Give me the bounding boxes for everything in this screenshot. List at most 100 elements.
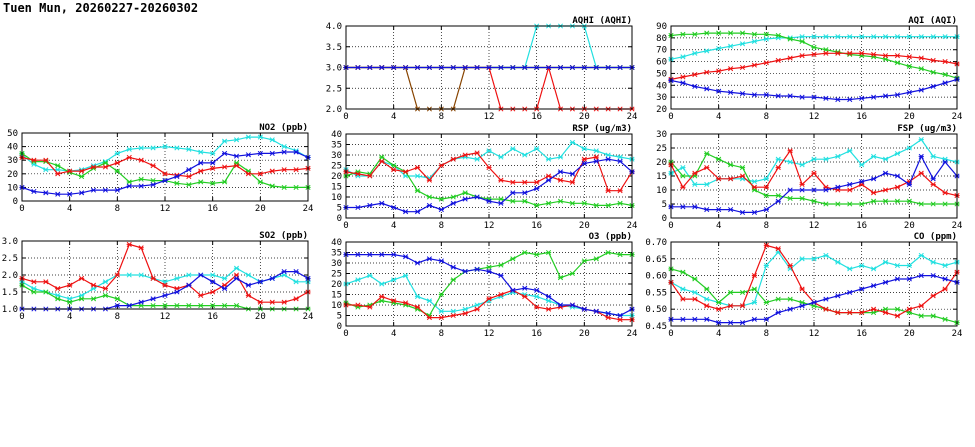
data-point-blue [739, 209, 746, 215]
data-point-red [221, 164, 228, 170]
x-tick-label: 0 [19, 312, 24, 322]
data-point-red [498, 177, 504, 183]
data-point-cyan [823, 156, 829, 162]
data-point-green [581, 258, 587, 264]
data-point-blue [605, 64, 611, 71]
y-tick-label: 0.55 [645, 288, 667, 298]
data-point-cyan [150, 145, 156, 151]
data-point-blue [823, 187, 829, 193]
data-point-cyan [930, 259, 936, 265]
data-point-blue [775, 310, 781, 316]
data-point-green [78, 296, 85, 302]
data-point-green [78, 173, 85, 180]
x-tick-label: 8 [764, 329, 769, 339]
data-point-blue [522, 285, 528, 291]
data-point-red [186, 173, 192, 180]
data-point-blue [486, 64, 492, 71]
data-point-red [43, 157, 49, 163]
x-tick-label: 12 [484, 221, 495, 231]
data-point-blue [367, 64, 373, 71]
data-point-blue [894, 276, 901, 282]
data-point-green [763, 193, 769, 199]
data-point-red [486, 296, 492, 302]
data-point-red [680, 296, 686, 302]
data-point-cyan [704, 181, 710, 187]
data-point-blue [906, 89, 912, 95]
data-point-blue [727, 89, 734, 95]
x-tick-label: 12 [160, 204, 171, 214]
data-point-red [727, 303, 734, 309]
data-point-red [716, 176, 722, 182]
data-point-blue [763, 92, 769, 98]
data-point-red [126, 241, 132, 247]
data-point-cyan [510, 146, 516, 152]
data-point-red [692, 296, 698, 302]
data-point-green [450, 277, 456, 283]
data-point-green [906, 63, 912, 69]
data-point-green [680, 269, 686, 275]
x-tick-label: 24 [627, 221, 638, 231]
data-point-green [593, 202, 599, 208]
data-point-green [906, 198, 912, 204]
data-point-blue [402, 64, 409, 71]
data-point-red [751, 184, 758, 190]
data-point-blue [426, 64, 433, 71]
data-point-green [835, 201, 841, 207]
data-point-cyan [414, 173, 421, 179]
data-point-cyan [716, 45, 722, 52]
data-point-red [763, 60, 769, 66]
data-point-blue [438, 207, 444, 213]
data-point-green [269, 183, 275, 189]
data-point-red [391, 298, 397, 304]
x-tick-label: 20 [904, 221, 915, 231]
data-point-red [617, 188, 623, 194]
plot-frame [21, 132, 309, 202]
data-point-green [617, 252, 623, 258]
y-tick-label: 35 [331, 141, 342, 151]
data-point-red [90, 282, 97, 288]
y-tick-label: 0.65 [645, 255, 667, 265]
data-point-cyan [847, 34, 853, 40]
data-point-red [522, 294, 528, 300]
data-point-cyan [426, 298, 433, 304]
data-point-green [775, 296, 781, 302]
data-point-green [605, 202, 611, 208]
data-point-green [522, 249, 528, 256]
data-point-green [138, 176, 144, 182]
data-point-cyan [870, 153, 877, 159]
data-point-blue [751, 316, 758, 322]
data-point-red [704, 303, 710, 309]
data-point-blue [150, 182, 156, 188]
data-point-green [426, 194, 433, 200]
y-tick-label: 5 [337, 204, 342, 214]
x-tick-label: 20 [255, 312, 266, 322]
chart-title: AQI (AQI) [908, 16, 957, 26]
data-point-blue [545, 64, 552, 71]
data-point-cyan [930, 34, 936, 40]
x-tick-label: 8 [439, 329, 444, 339]
data-point-blue [569, 302, 576, 308]
data-point-cyan [210, 272, 216, 278]
x-tick-label: 16 [531, 221, 542, 231]
data-point-green [221, 303, 228, 309]
data-point-red [391, 167, 397, 173]
data-point-blue [367, 252, 373, 258]
data-point-blue [450, 264, 456, 270]
chart-fsp: 0 4 8 12 16 20 24 0 5 10 15 20 25 30 FSP (ug/m3) [656, 124, 962, 231]
chart-so2: 0 4 8 12 16 20 24 1.0 1.5 2.0 2.5 3.0 SO2 (ppb) [2, 231, 314, 322]
data-point-cyan [257, 134, 263, 140]
data-point-green [930, 313, 936, 319]
data-point-cyan [704, 296, 710, 302]
data-point-blue [450, 200, 456, 206]
data-point-blue [704, 86, 710, 92]
chart-title: SO2 (ppb) [259, 231, 308, 241]
data-point-blue [379, 252, 385, 258]
x-tick-label: 16 [856, 329, 867, 339]
y-tick-label: 30 [656, 130, 667, 140]
data-point-blue [692, 83, 698, 90]
data-point-green [534, 252, 540, 258]
data-point-blue [186, 282, 192, 288]
data-point-cyan [138, 145, 144, 151]
data-point-blue [930, 83, 936, 90]
